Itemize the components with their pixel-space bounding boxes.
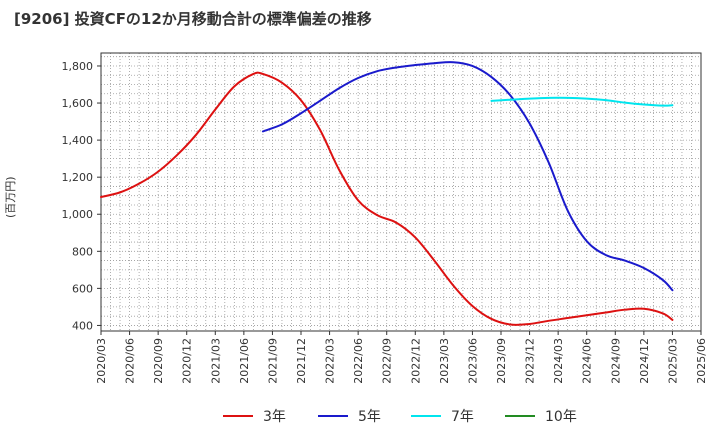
x-tick-label: 2020/03: [95, 338, 108, 384]
x-tick-label: 2022/03: [324, 338, 337, 384]
x-tick-label: 2021/12: [295, 338, 308, 384]
x-tick-label: 2021/09: [266, 338, 279, 384]
y-tick-label: 1,000: [62, 208, 94, 221]
x-tick-label: 2022/09: [381, 338, 394, 384]
legend-item-5y: 5年: [318, 404, 381, 428]
y-tick-label: 1,600: [62, 97, 94, 110]
x-tick-label: 2021/06: [238, 338, 251, 384]
x-tick-label: 2025/03: [666, 338, 679, 384]
series-line-2: [490, 96, 674, 107]
legend-label-7y: 7年: [451, 409, 474, 425]
chart-title: [9206] 投資CFの12か月移動合計の標準偏差の推移: [14, 10, 372, 28]
legend-swatch-10y: [505, 415, 535, 417]
legend-swatch-5y: [318, 415, 348, 417]
legend-label-10y: 10年: [545, 409, 577, 425]
x-tick-label: 2020/09: [152, 338, 165, 384]
x-tick-label: 2020/12: [181, 338, 194, 384]
series-line-0: [100, 71, 674, 326]
y-tick-label: 600: [72, 282, 93, 295]
y-tick-label: 1,200: [62, 171, 94, 184]
x-tick-label: 2024/12: [638, 338, 651, 384]
y-tick-label: 1,800: [62, 60, 94, 73]
x-tick-label: 2024/03: [552, 338, 565, 384]
x-tick-label: 2022/06: [352, 338, 365, 384]
legend-label-3y: 3年: [263, 409, 286, 425]
legend-label-5y: 5年: [358, 409, 381, 425]
legend-swatch-7y: [411, 415, 441, 417]
x-tick-label: 2023/03: [438, 338, 451, 384]
y-tick-label: 400: [72, 319, 93, 332]
x-tick-label: 2025/06: [695, 338, 708, 384]
x-tick-label: 2020/06: [124, 338, 137, 384]
x-tick-label: 2024/06: [581, 338, 594, 384]
series-line-1: [261, 61, 674, 292]
x-tick-label: 2021/03: [209, 338, 222, 384]
legend-item-3y: 3年: [223, 404, 286, 428]
legend-item-7y: 7年: [411, 404, 474, 428]
legend-swatch-3y: [223, 415, 253, 417]
y-tick-label: 800: [72, 245, 93, 258]
x-tick-label: 2024/09: [609, 338, 622, 384]
x-tick-label: 2023/12: [524, 338, 537, 384]
x-tick-label: 2022/12: [409, 338, 422, 384]
y-tick-label: 1,400: [62, 134, 94, 147]
plot-frame: [100, 52, 702, 332]
x-tick-label: 2023/09: [495, 338, 508, 384]
legend-item-10y: 10年: [505, 404, 577, 428]
x-tick-label: 2023/06: [466, 338, 479, 384]
chart-legend: 3年 5年 7年 10年: [0, 404, 720, 428]
